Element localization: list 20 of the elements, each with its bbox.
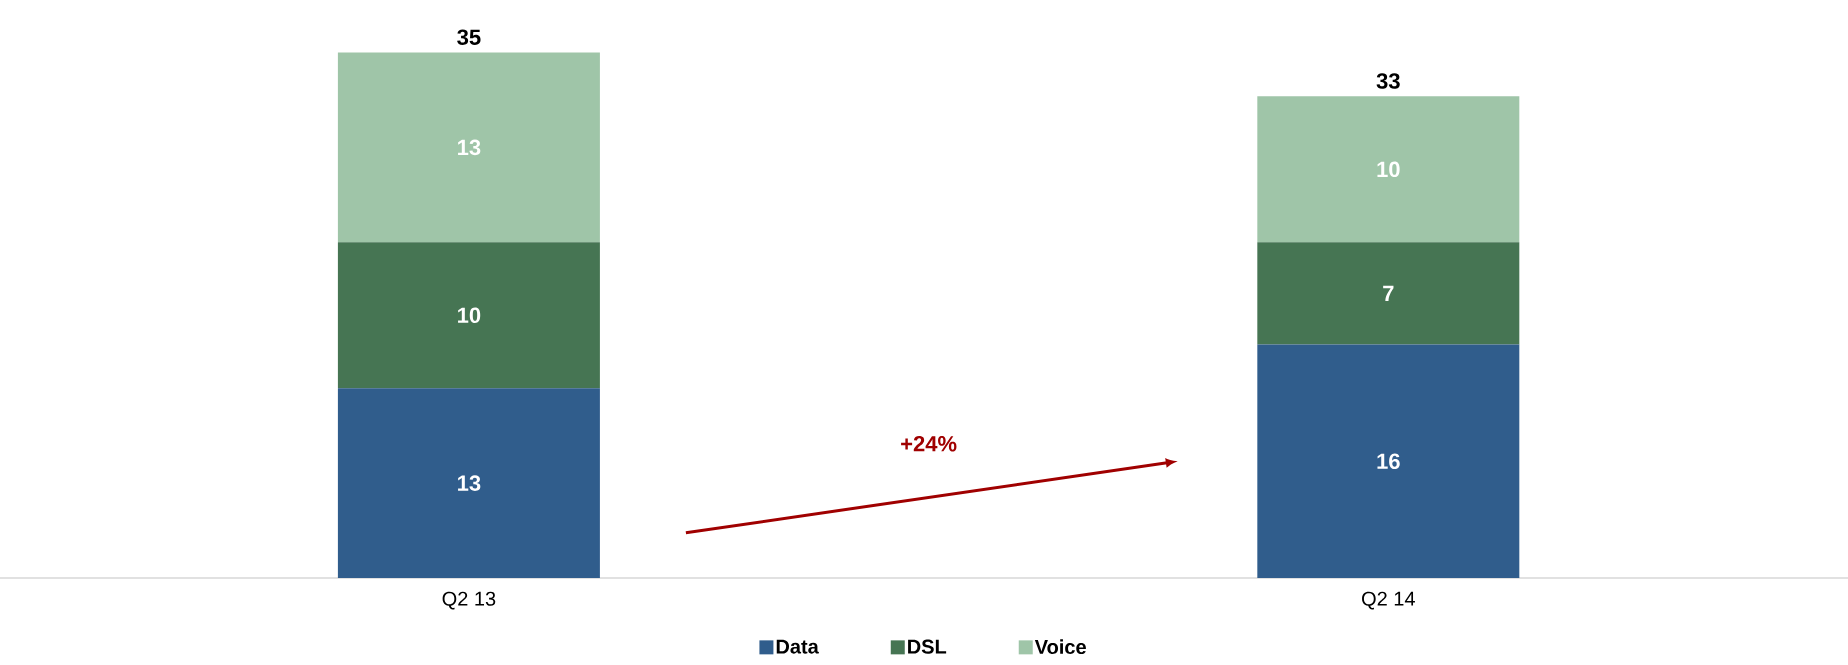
bar: [1257, 344, 1520, 578]
data-label: 13: [458, 139, 481, 156]
bar: [1257, 96, 1520, 243]
legend-label: Voice: [1034, 639, 1086, 655]
data-label: 16: [1377, 453, 1400, 470]
bar: [1257, 242, 1520, 345]
legend-label: Data: [776, 639, 819, 654]
total-label: 33: [1376, 73, 1400, 89]
bar: [337, 388, 600, 578]
data-label: 10: [458, 307, 481, 324]
x-tick-label: Q2 14: [1362, 591, 1415, 610]
data-label: 13: [458, 475, 481, 491]
legend-label: DSL: [908, 639, 947, 654]
bar: [337, 52, 600, 243]
data-label: 7: [1383, 285, 1394, 301]
data-label: 10: [1377, 161, 1400, 178]
annotation: +24%: [901, 435, 957, 452]
bar: [337, 242, 600, 389]
x-tick-label: Q2 13: [442, 591, 496, 610]
total-label: 35: [457, 29, 481, 46]
